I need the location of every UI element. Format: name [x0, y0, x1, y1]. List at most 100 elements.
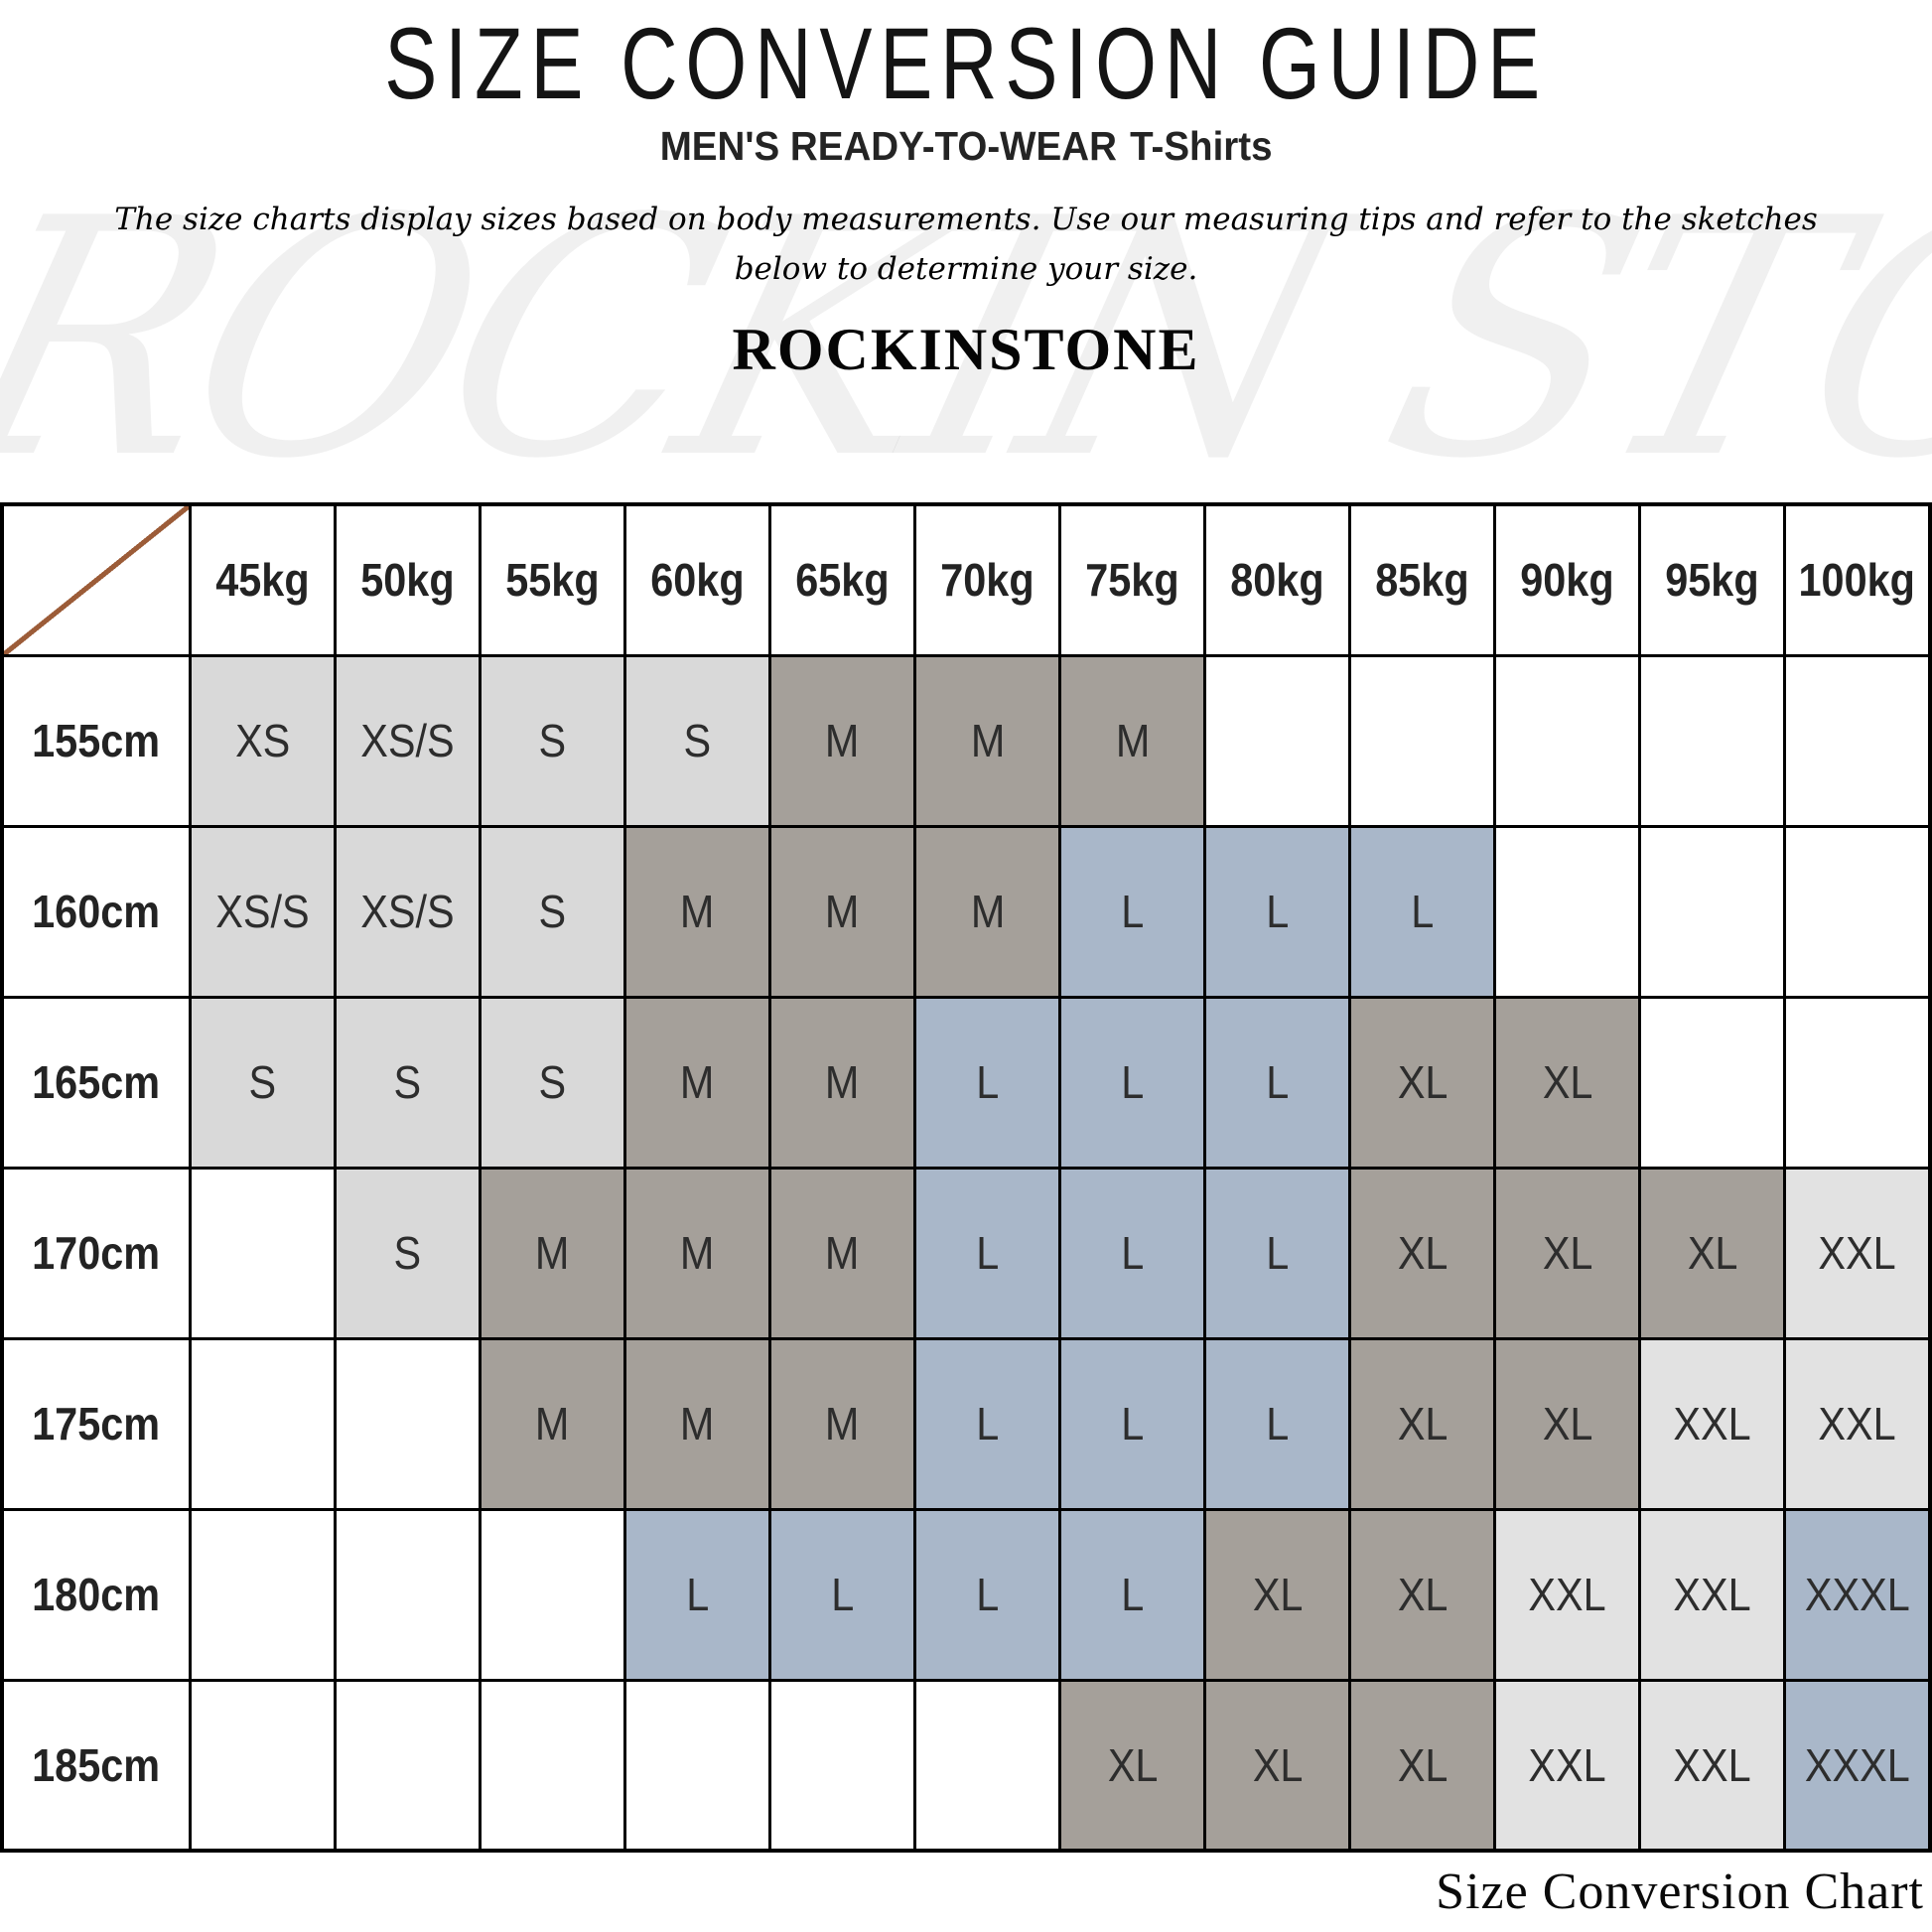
size-cell-label: L [976, 1398, 1000, 1449]
size-cell-label: M [680, 1056, 715, 1108]
size-cell-label: XL [1687, 1227, 1738, 1279]
height-row-label: 170cm [32, 1227, 161, 1279]
height-row-header: 165cm [0, 995, 192, 1170]
weight-header-cell: 90kg [1493, 502, 1642, 657]
size-cell-label: L [1266, 1056, 1290, 1108]
size-cell-label: S [538, 715, 567, 766]
size-cell: M [768, 824, 917, 999]
weight-header-label: 95kg [1665, 554, 1760, 607]
height-row-label: 165cm [32, 1056, 161, 1108]
size-cell: L [1203, 1336, 1352, 1511]
size-cell: M [1058, 653, 1207, 828]
size-cell-label: XL [1397, 1398, 1449, 1449]
size-cell-label: M [970, 886, 1005, 937]
weight-header-cell: 45kg [188, 502, 338, 657]
size-cell-label: XS/S [360, 886, 455, 937]
size-cell: M [768, 995, 917, 1170]
size-cell-label: XXL [1673, 1569, 1751, 1620]
height-row-label: 175cm [32, 1398, 161, 1449]
size-cell [913, 1678, 1062, 1853]
size-cell-label: S [248, 1056, 277, 1108]
page-title: SIZE CONVERSION GUIDE [0, 6, 1932, 122]
size-cell-label: XXL [1673, 1738, 1751, 1791]
size-cell-label: M [535, 1227, 570, 1279]
size-cell-label: XL [1397, 1569, 1449, 1620]
size-cell: L [913, 995, 1062, 1170]
description: The size charts display sizes based on b… [0, 195, 1932, 294]
size-cell: XS/S [188, 824, 338, 999]
size-cell: XL [1203, 1678, 1352, 1853]
size-cell-label: XXL [1528, 1738, 1606, 1791]
size-cell-label: XS/S [360, 715, 455, 766]
size-cell: XXL [1493, 1507, 1642, 1682]
size-cell-label: L [1266, 886, 1290, 937]
size-cell [334, 1507, 483, 1682]
weight-header-cell: 80kg [1203, 502, 1352, 657]
size-cell [1638, 995, 1787, 1170]
size-cell-label: L [1121, 886, 1145, 937]
brand-name: ROCKINSTONE [732, 317, 1200, 382]
size-cell-label: M [825, 715, 860, 766]
table-row: 180cm L L L L XL XL XXL XXL XXXL [0, 1507, 1932, 1682]
size-cell-label: XXXL [1804, 1738, 1910, 1791]
weight-header-cell: 50kg [334, 502, 483, 657]
size-cell [1638, 824, 1787, 999]
size-cell: XXL [1493, 1678, 1642, 1853]
size-cell-label: L [976, 1056, 1000, 1108]
size-cell-label: M [825, 886, 860, 937]
height-row-label: 185cm [32, 1738, 161, 1791]
size-cell-label: XS/S [215, 886, 310, 937]
size-cell-label: L [1266, 1398, 1290, 1449]
size-cell [1783, 653, 1932, 828]
size-cell-label: XXL [1528, 1569, 1606, 1620]
size-cell: L [1058, 995, 1207, 1170]
size-cell: XXL [1783, 1166, 1932, 1340]
weight-header-label: 60kg [650, 554, 745, 607]
description-line-1: The size charts display sizes based on b… [114, 202, 1818, 237]
page-title-text: SIZE CONVERSION GUIDE [384, 7, 1548, 120]
size-cell-label: XL [1542, 1398, 1593, 1449]
size-cell: M [479, 1336, 627, 1511]
description-line-2: below to determine your size. [734, 251, 1198, 287]
size-cell-label: XXL [1818, 1227, 1896, 1279]
size-cell [1348, 653, 1497, 828]
size-cell: XL [1348, 1336, 1497, 1511]
height-row-header: 180cm [0, 1507, 192, 1682]
size-cell-label: L [1121, 1398, 1145, 1449]
weight-header-cell: 65kg [768, 502, 917, 657]
weight-header-label: 70kg [940, 554, 1035, 607]
size-cell-label: M [535, 1398, 570, 1449]
size-cell: L [1058, 1336, 1207, 1511]
size-cell-label: XL [1107, 1738, 1159, 1791]
size-cell: M [623, 824, 772, 999]
size-cell [1783, 995, 1932, 1170]
size-cell-label: XXXL [1804, 1569, 1910, 1620]
size-cell: XL [1493, 1166, 1642, 1340]
weight-header-cell: 85kg [1348, 502, 1497, 657]
size-cell: XL [1348, 1166, 1497, 1340]
subtitle-category: MEN'S READY-TO-WEAR [659, 123, 1117, 169]
size-cell-label: L [686, 1569, 710, 1620]
size-cell: XL [1203, 1507, 1352, 1682]
size-cell: M [479, 1166, 627, 1340]
size-cell-label: M [680, 1227, 715, 1279]
size-cell-label: L [1266, 1227, 1290, 1279]
subtitle-text: MEN'S READY-TO-WEAR T-Shirts [660, 123, 1273, 170]
size-cell-label: XXL [1818, 1398, 1896, 1449]
weight-header-cell: 100kg [1783, 502, 1932, 657]
size-cell [1493, 824, 1642, 999]
weight-header-label: 100kg [1798, 554, 1916, 607]
size-cell: XL [1493, 995, 1642, 1170]
height-row-header: 160cm [0, 824, 192, 999]
size-cell-label: S [393, 1056, 422, 1108]
size-cell: L [1058, 1166, 1207, 1340]
size-cell [479, 1678, 627, 1853]
corner-cell [0, 502, 192, 657]
diagonal-line [4, 506, 189, 654]
size-cell: M [623, 1166, 772, 1340]
size-cell-label: XL [1397, 1227, 1449, 1279]
size-cell-label: XL [1397, 1738, 1449, 1791]
size-cell-label: XL [1252, 1569, 1304, 1620]
size-cell-label: L [976, 1227, 1000, 1279]
